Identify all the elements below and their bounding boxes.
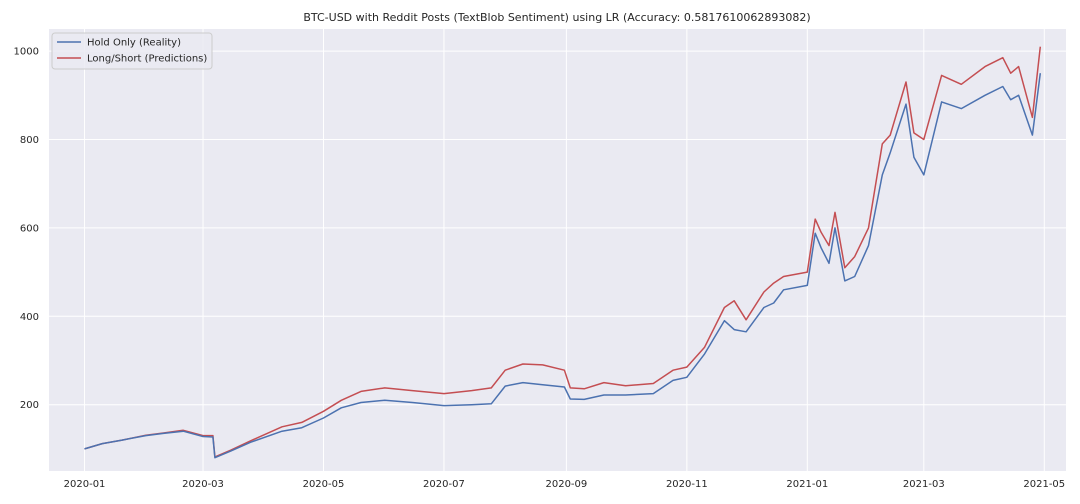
- x-tick-label: 2020-07: [423, 479, 465, 490]
- x-tick-label: 2020-01: [64, 479, 106, 490]
- x-tick-label: 2021-03: [903, 479, 945, 490]
- legend: Hold Only (Reality) Long/Short (Predicti…: [51, 32, 213, 70]
- y-tick-label: 600: [20, 223, 39, 234]
- chart-title: BTC-USD with Reddit Posts (TextBlob Sent…: [303, 11, 810, 24]
- x-tick-label: 2020-09: [545, 479, 587, 490]
- x-tick-label: 2021-05: [1023, 479, 1065, 490]
- x-tick-label: 2020-05: [303, 479, 345, 490]
- y-axis-ticks: 200 400 600 800 1000: [14, 47, 39, 412]
- legend-label-long-short: Long/Short (Predictions): [87, 54, 207, 65]
- x-axis-ticks: 2020-01 2020-03 2020-05 2020-07 2020-09 2020-…: [64, 479, 1066, 490]
- y-tick-label: 400: [20, 312, 39, 323]
- y-tick-label: 1000: [14, 47, 39, 58]
- y-tick-label: 200: [20, 400, 39, 411]
- x-tick-label: 2021-01: [786, 479, 828, 490]
- x-tick-label: 2020-03: [182, 479, 224, 490]
- series-line-long-short: [84, 46, 1042, 458]
- plot-area: [49, 29, 1066, 471]
- series-layer: [84, 46, 1042, 459]
- series-line-hold-only: [84, 73, 1042, 459]
- grid-lines: [49, 29, 1066, 471]
- y-tick-label: 800: [20, 135, 39, 146]
- legend-box: [51, 32, 213, 70]
- x-tick-label: 2020-11: [666, 479, 708, 490]
- legend-label-hold-only: Hold Only (Reality): [87, 38, 181, 49]
